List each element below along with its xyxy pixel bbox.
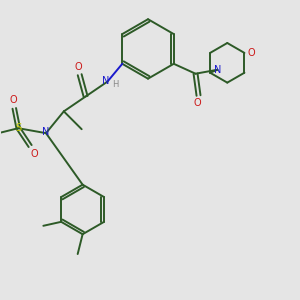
Text: S: S — [15, 123, 21, 133]
Text: H: H — [112, 80, 119, 89]
Text: N: N — [102, 76, 109, 85]
Text: O: O — [248, 48, 255, 58]
Text: O: O — [75, 62, 82, 72]
Text: O: O — [10, 95, 17, 106]
Text: N: N — [214, 65, 221, 75]
Text: O: O — [30, 149, 38, 159]
Text: O: O — [194, 98, 201, 108]
Text: N: N — [42, 127, 50, 137]
